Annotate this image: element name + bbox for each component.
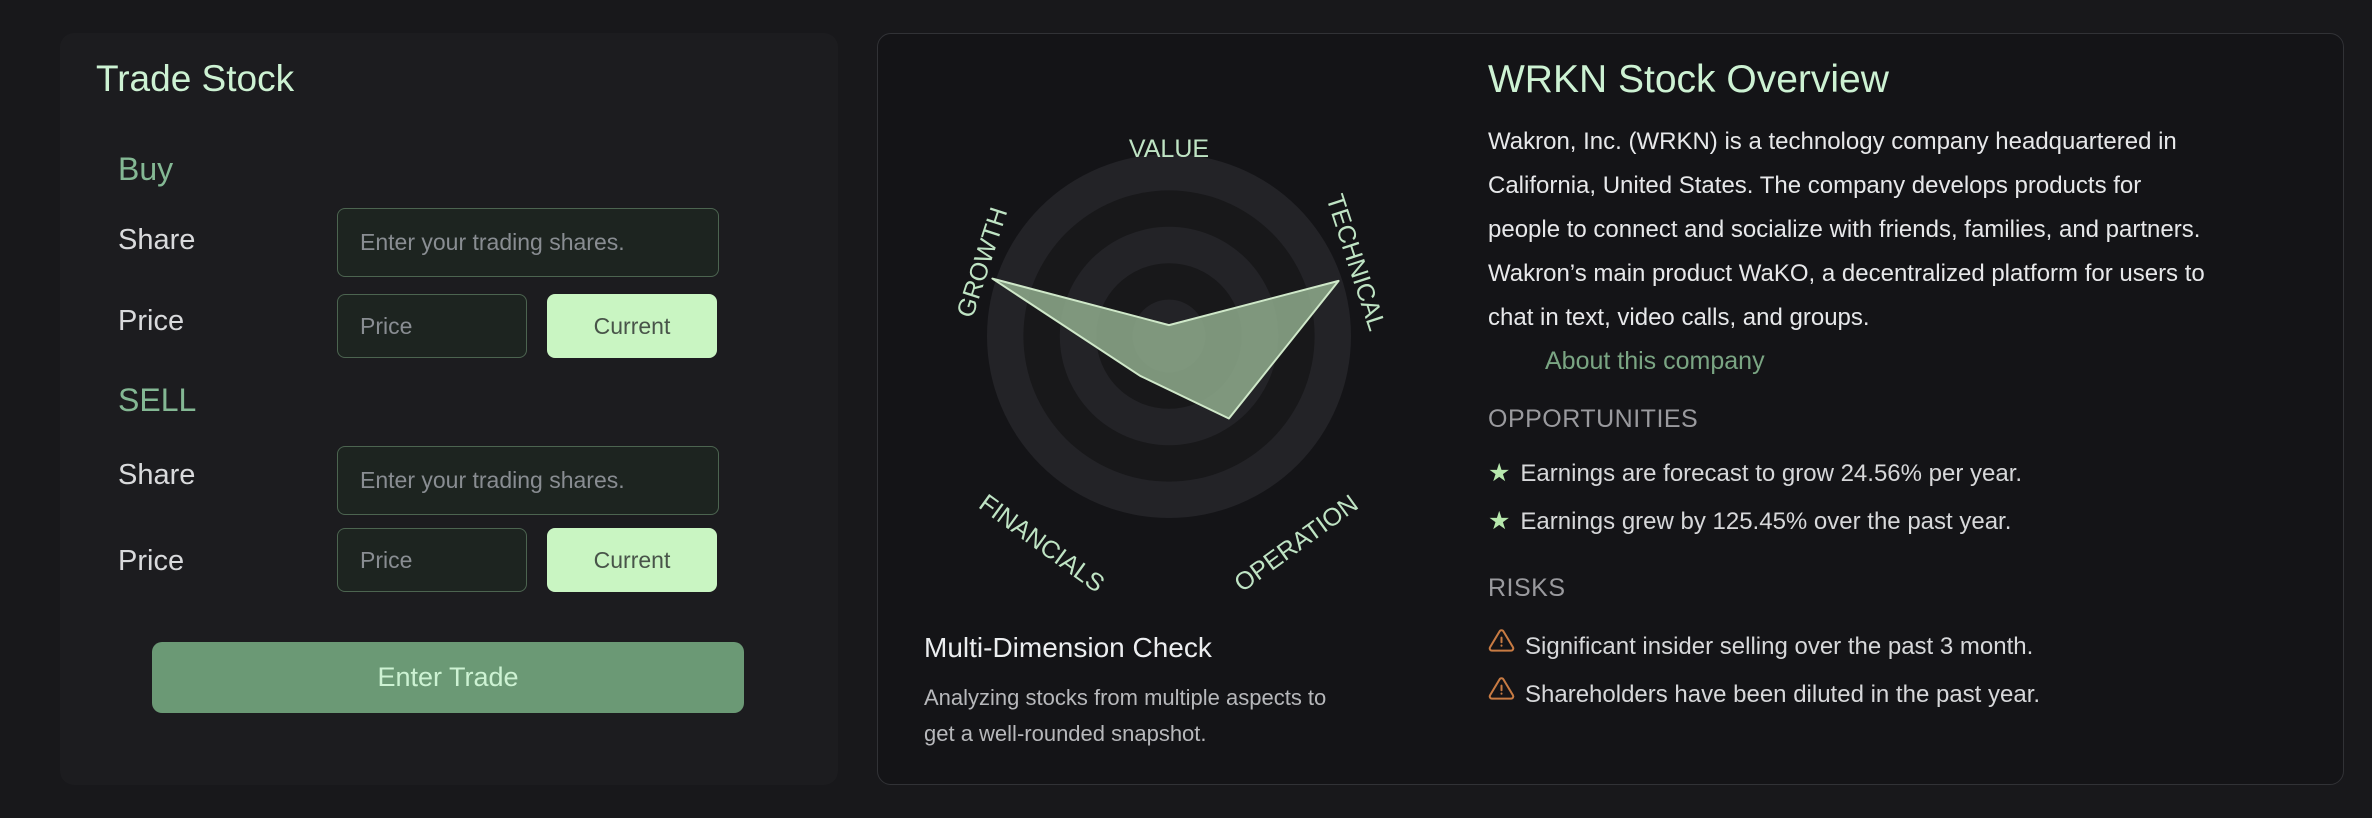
svg-text:OPERATION: OPERATION: [1229, 489, 1363, 597]
svg-text:FINANCIALS: FINANCIALS: [974, 489, 1110, 598]
svg-text:VALUE: VALUE: [1129, 135, 1209, 163]
